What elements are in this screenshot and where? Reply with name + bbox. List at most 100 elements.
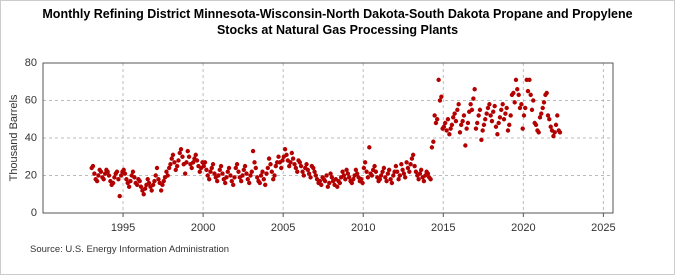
point [242, 163, 248, 169]
point [521, 113, 527, 118]
point [197, 169, 202, 174]
point [209, 165, 214, 171]
point [481, 122, 487, 128]
point [228, 173, 233, 178]
point [457, 130, 463, 135]
point [496, 120, 501, 126]
point [448, 126, 453, 131]
point [425, 171, 431, 176]
point [244, 171, 249, 176]
point [408, 162, 413, 167]
point [132, 175, 137, 180]
point [186, 154, 192, 159]
point [400, 167, 405, 173]
point [386, 167, 392, 173]
point [364, 169, 369, 174]
point [182, 171, 188, 176]
point [295, 169, 300, 174]
point [499, 107, 504, 113]
point [174, 163, 180, 169]
point [483, 117, 488, 122]
point [258, 173, 264, 178]
point [416, 177, 421, 182]
point [311, 165, 316, 171]
point [193, 152, 198, 158]
point [241, 167, 246, 173]
point [180, 154, 185, 159]
plot-border [42, 62, 614, 214]
point [134, 182, 140, 188]
point [110, 180, 116, 186]
point [410, 152, 416, 158]
point [399, 162, 404, 167]
point [463, 143, 468, 148]
point [365, 175, 371, 180]
point [432, 113, 437, 118]
point [329, 175, 335, 180]
point [447, 132, 452, 137]
point [141, 192, 146, 197]
point [536, 130, 541, 135]
point [239, 178, 244, 184]
point [547, 117, 552, 122]
point [233, 165, 238, 171]
point [96, 173, 101, 178]
point [508, 113, 513, 118]
point [168, 162, 173, 167]
point [380, 169, 385, 174]
point [114, 169, 120, 174]
point [266, 156, 272, 161]
point [220, 171, 225, 176]
point [465, 120, 471, 126]
point [226, 165, 232, 171]
point [116, 177, 121, 182]
point [217, 167, 222, 173]
point [484, 111, 489, 116]
point [533, 122, 539, 128]
point [468, 102, 473, 107]
point [397, 173, 403, 178]
point [529, 107, 535, 113]
point [436, 77, 441, 83]
point [537, 115, 543, 120]
point [495, 132, 500, 137]
point [413, 169, 419, 174]
point [525, 88, 531, 94]
point [443, 120, 448, 126]
point [260, 169, 265, 174]
point [360, 180, 365, 186]
point [169, 156, 174, 161]
point [279, 165, 284, 171]
point [130, 169, 136, 174]
point [531, 98, 536, 103]
point [202, 160, 208, 165]
point [540, 105, 545, 111]
y-tick-label: 0 [31, 207, 37, 219]
point [313, 173, 319, 178]
point [170, 152, 176, 158]
point [261, 177, 266, 182]
point [544, 90, 549, 96]
point [552, 130, 557, 135]
point [312, 169, 317, 174]
point [545, 113, 551, 118]
point [480, 128, 485, 133]
point [306, 171, 312, 176]
point [421, 178, 427, 184]
point [208, 169, 213, 174]
point [511, 90, 516, 96]
point [485, 105, 491, 111]
point [322, 178, 328, 184]
point [317, 178, 323, 184]
y-tick-label: 20 [25, 169, 37, 181]
point [173, 167, 178, 173]
point [215, 178, 220, 184]
point [551, 133, 556, 139]
point [245, 177, 250, 182]
x-tick-label: 1995 [111, 222, 135, 234]
point [201, 163, 206, 169]
point [488, 113, 493, 118]
point [249, 169, 254, 174]
point [335, 184, 340, 189]
point [128, 178, 133, 184]
